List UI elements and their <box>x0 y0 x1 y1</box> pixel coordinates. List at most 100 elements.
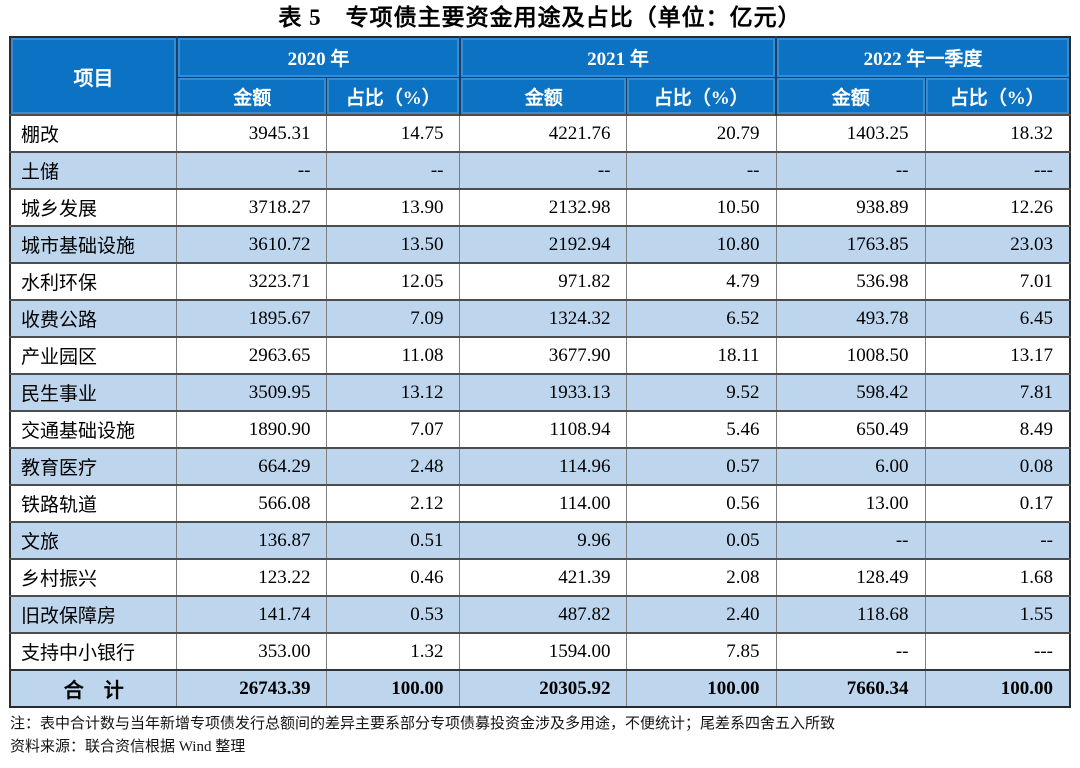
share-cell: 2.12 <box>326 484 461 522</box>
row-item-label: 教育医疗 <box>9 447 178 485</box>
share-cell: 12.26 <box>924 188 1071 226</box>
share-cell: 2.48 <box>326 447 461 485</box>
table-row: 水利环保 3223.71 12.05 971.82 4.79 536.98 7.01 <box>9 262 1071 300</box>
share-header-2021: 占比（%） <box>626 77 777 116</box>
row-item-label: 产业园区 <box>9 336 178 374</box>
share-cell: 13.50 <box>326 225 461 263</box>
amount-cell: 118.68 <box>775 595 926 633</box>
amount-cell: 13.00 <box>775 484 926 522</box>
share-cell: 1.32 <box>326 632 461 670</box>
share-cell: 100.00 <box>924 669 1071 707</box>
share-cell: 0.56 <box>626 484 777 522</box>
amount-cell: 20305.92 <box>459 669 628 707</box>
share-header-2022q1: 占比（%） <box>924 77 1071 116</box>
amount-cell: 650.49 <box>775 410 926 448</box>
amount-cell: 487.82 <box>459 595 628 633</box>
amount-cell: 493.78 <box>775 299 926 337</box>
share-cell: 10.80 <box>626 225 777 263</box>
share-cell: 7.09 <box>326 299 461 337</box>
share-cell: --- <box>924 151 1071 189</box>
amount-cell: 114.96 <box>459 447 628 485</box>
share-cell: 2.40 <box>626 595 777 633</box>
share-cell: 8.49 <box>924 410 1071 448</box>
share-cell: 9.52 <box>626 373 777 411</box>
amount-cell: 536.98 <box>775 262 926 300</box>
share-cell: 1.55 <box>924 595 1071 633</box>
row-item-label: 文旅 <box>9 521 178 559</box>
footnote-line: 注：表中合计数与当年新增专项债发行总额间的差异主要系部分专项债募投资金涉及多用途… <box>10 716 836 732</box>
share-cell: -- <box>924 521 1071 559</box>
total-label: 合 计 <box>9 669 178 707</box>
share-cell: 13.12 <box>326 373 461 411</box>
row-item-label: 旧改保障房 <box>9 595 178 633</box>
year-2020-header: 2020 年 <box>176 36 461 78</box>
table-row: 文旅 136.87 0.51 9.96 0.05 -- -- <box>9 521 1071 559</box>
table-title: 表 5 专项债主要资金用途及占比（单位：亿元） <box>278 5 802 30</box>
amount-cell: 566.08 <box>176 484 328 522</box>
amount-cell: -- <box>775 521 926 559</box>
table-row: 铁路轨道 566.08 2.12 114.00 0.56 13.00 0.17 <box>9 484 1071 522</box>
row-item-label: 铁路轨道 <box>9 484 178 522</box>
amount-cell: 2132.98 <box>459 188 628 226</box>
amount-cell: 6.00 <box>775 447 926 485</box>
row-item-label: 城市基础设施 <box>9 225 178 263</box>
row-item-label: 支持中小银行 <box>9 632 178 670</box>
share-cell: 7.81 <box>924 373 1071 411</box>
share-cell: -- <box>626 151 777 189</box>
share-header-2020: 占比（%） <box>326 77 461 116</box>
amount-cell: -- <box>775 632 926 670</box>
share-cell: 1.68 <box>924 558 1071 596</box>
table-row: 城乡发展 3718.27 13.90 2132.98 10.50 938.89 12.26 <box>9 188 1071 226</box>
amount-cell: 3718.27 <box>176 188 328 226</box>
table-header: 项目 2020 年 2021 年 2022 年一季度 金额 占比（%） 金额 占… <box>9 36 1071 116</box>
amount-cell: -- <box>176 151 328 189</box>
amount-cell: 1403.25 <box>775 114 926 152</box>
row-item-label: 乡村振兴 <box>9 558 178 596</box>
share-cell: 2.08 <box>626 558 777 596</box>
amount-cell: 128.49 <box>775 558 926 596</box>
share-cell: 11.08 <box>326 336 461 374</box>
share-cell: 10.50 <box>626 188 777 226</box>
row-item-label: 民生事业 <box>9 373 178 411</box>
share-cell: 13.17 <box>924 336 1071 374</box>
amount-cell: 3223.71 <box>176 262 328 300</box>
table-row: 收费公路 1895.67 7.09 1324.32 6.52 493.78 6.45 <box>9 299 1071 337</box>
total-row: 合 计 26743.39 100.00 20305.92 100.00 7660.34 10… <box>9 669 1071 707</box>
share-cell: 4.79 <box>626 262 777 300</box>
table-row: 支持中小银行 353.00 1.32 1594.00 7.85 -- --- <box>9 632 1071 670</box>
share-cell: 0.57 <box>626 447 777 485</box>
share-cell: 7.07 <box>326 410 461 448</box>
amount-cell: -- <box>459 151 628 189</box>
amount-cell: 1324.32 <box>459 299 628 337</box>
amount-cell: 7660.34 <box>775 669 926 707</box>
funding-table: 项目 2020 年 2021 年 2022 年一季度 金额 占比（%） 金额 占… <box>8 36 1072 708</box>
amount-cell: 141.74 <box>176 595 328 633</box>
amount-cell: 421.39 <box>459 558 628 596</box>
amount-cell: 114.00 <box>459 484 628 522</box>
row-item-label: 交通基础设施 <box>9 410 178 448</box>
amount-cell: 2963.65 <box>176 336 328 374</box>
amount-cell: 1890.90 <box>176 410 328 448</box>
table-row: 城市基础设施 3610.72 13.50 2192.94 10.80 1763.85 23.… <box>9 225 1071 263</box>
amount-header-2021: 金额 <box>458 77 628 116</box>
amount-cell: 971.82 <box>459 262 628 300</box>
amount-cell: 1008.50 <box>775 336 926 374</box>
share-cell: --- <box>924 632 1071 670</box>
table-row: 旧改保障房 141.74 0.53 487.82 2.40 118.68 1.55 <box>9 595 1071 633</box>
header-sub-row: 金额 占比（%） 金额 占比（%） 金额 占比（%） <box>10 77 1071 116</box>
table-row: 产业园区 2963.65 11.08 3677.90 18.11 1008.50 13.17 <box>9 336 1071 374</box>
table-row: 乡村振兴 123.22 0.46 421.39 2.08 128.49 1.68 <box>9 558 1071 596</box>
share-cell: 14.75 <box>326 114 461 152</box>
footnotes: 注：表中合计数与当年新增专项债发行总额间的差异主要系部分专项债募投资金涉及多用途… <box>10 713 1070 760</box>
share-cell: 5.46 <box>626 410 777 448</box>
table-body: 棚改 3945.31 14.75 4221.76 20.79 1403.25 18.32 土储… <box>9 114 1071 707</box>
share-cell: 0.51 <box>326 521 461 559</box>
amount-cell: 26743.39 <box>176 669 328 707</box>
amount-cell: -- <box>775 151 926 189</box>
amount-cell: 1895.67 <box>176 299 328 337</box>
table-row: 民生事业 3509.95 13.12 1933.13 9.52 598.42 7.81 <box>9 373 1071 411</box>
share-cell: 7.85 <box>626 632 777 670</box>
share-cell: 18.32 <box>924 114 1071 152</box>
amount-cell: 3677.90 <box>459 336 628 374</box>
